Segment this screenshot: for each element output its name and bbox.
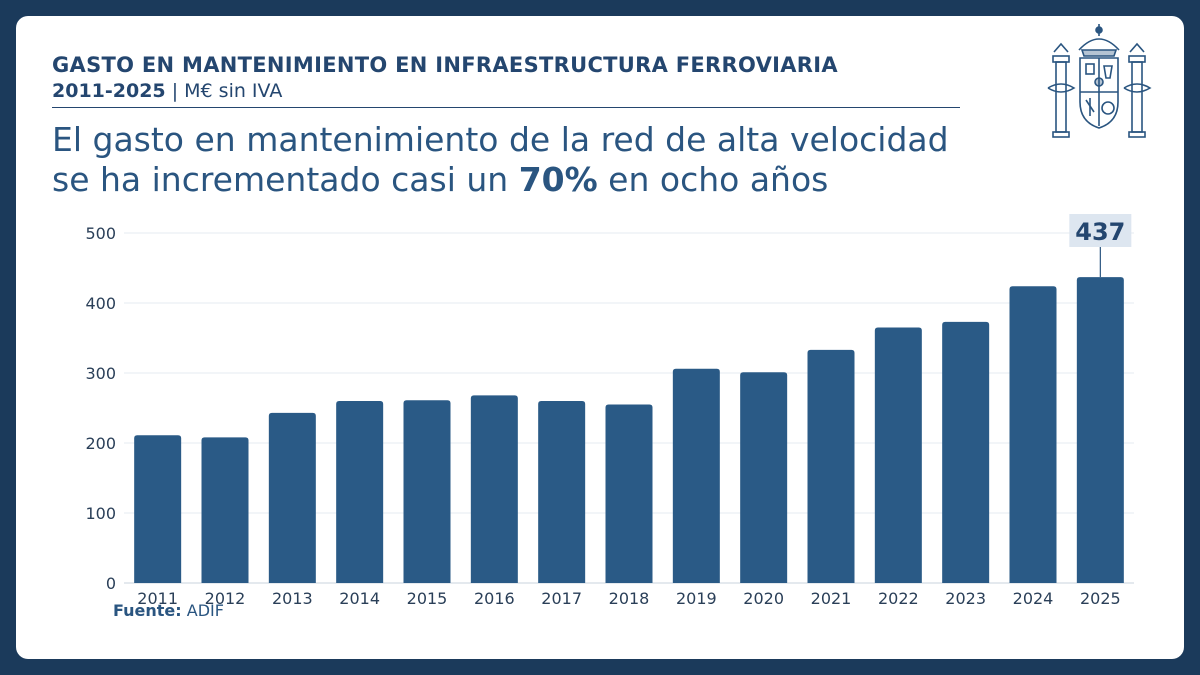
bar (807, 349, 855, 583)
y-tick-label: 0 (106, 574, 116, 593)
bar (470, 395, 518, 583)
x-tick-label: 2013 (272, 589, 313, 608)
bar (942, 321, 990, 583)
source-note: Fuente: ADIF (113, 601, 224, 620)
x-tick-label: 2023 (945, 589, 986, 608)
bar (874, 327, 922, 583)
x-tick-label: 2018 (609, 589, 650, 608)
title-divider (52, 107, 960, 108)
bar (1076, 277, 1124, 583)
x-tick-label: 2020 (743, 589, 784, 608)
bar (740, 372, 788, 583)
title-separator: | (171, 80, 179, 102)
x-tick-label: 2025 (1080, 589, 1121, 608)
headline-line-2: se ha incrementado casi un 70% en ocho a… (52, 160, 949, 200)
bar (336, 401, 384, 583)
bar (672, 368, 720, 583)
headline: El gasto en mantenimiento de la red de a… (52, 120, 949, 200)
year-range: 2011-2025 (52, 80, 166, 102)
callout-box (1069, 214, 1132, 247)
y-tick-label: 400 (85, 294, 116, 313)
headline-line-1: El gasto en mantenimiento de la red de a… (52, 120, 949, 159)
x-tick-label: 2021 (811, 589, 852, 608)
coat-of-arms-icon (1047, 24, 1152, 138)
bar (403, 400, 451, 583)
bar (605, 404, 653, 583)
chart-subtitle: 2011-2025 | M€ sin IVA (52, 80, 282, 102)
x-tick-label: 2014 (339, 589, 380, 608)
y-tick-label: 200 (85, 434, 116, 453)
x-tick-label: 2024 (1013, 589, 1054, 608)
x-tick-label: 2016 (474, 589, 515, 608)
y-tick-label: 300 (85, 364, 116, 383)
bar (268, 412, 316, 583)
bar (538, 401, 586, 583)
headline-line-2-start: se ha incrementado casi un (52, 160, 519, 199)
x-tick-label: 2022 (878, 589, 919, 608)
headline-highlight: 70% (518, 160, 598, 199)
headline-line-2-end: en ocho años (597, 160, 829, 199)
bar (201, 437, 249, 583)
x-tick-label: 2015 (407, 589, 448, 608)
y-tick-label: 100 (85, 504, 116, 523)
chart-title: GASTO EN MANTENIMIENTO EN INFRAESTRUCTUR… (52, 53, 838, 77)
bar (134, 435, 182, 583)
bar (1009, 286, 1057, 583)
x-tick-label: 2011 (137, 589, 178, 608)
x-tick-label: 2017 (541, 589, 582, 608)
x-tick-label: 2012 (205, 589, 246, 608)
y-tick-label: 500 (85, 224, 116, 243)
x-tick-label: 2019 (676, 589, 717, 608)
units-label: M€ sin IVA (184, 80, 283, 102)
data-label: 437 (1075, 218, 1125, 246)
source-value: ADIF (186, 601, 224, 620)
source-label: Fuente: (113, 601, 182, 620)
